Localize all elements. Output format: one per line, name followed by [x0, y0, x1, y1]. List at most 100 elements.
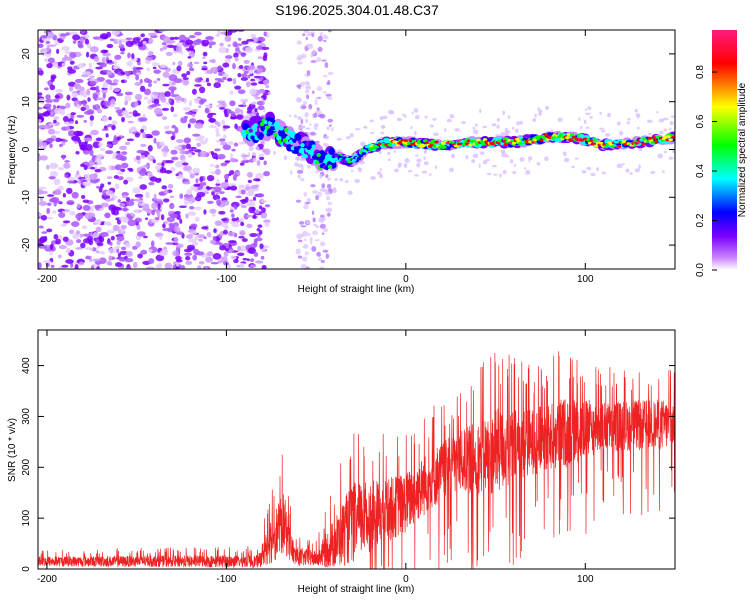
noise-blob	[155, 254, 165, 262]
signal-mark	[403, 139, 409, 143]
noise-blob	[165, 242, 175, 245]
signal-mark	[508, 141, 514, 145]
noise-blob	[295, 199, 302, 203]
noise-blob	[224, 178, 229, 183]
noise-blob	[50, 264, 55, 269]
signal-mark	[282, 138, 287, 143]
noise-blob	[178, 205, 187, 209]
noise-blob	[125, 266, 132, 269]
noise-blob	[43, 260, 52, 264]
noise-blob	[62, 236, 69, 242]
noise-blob	[164, 170, 173, 174]
signal-mark	[277, 139, 283, 144]
noise-blob	[179, 193, 184, 199]
noise-blob	[145, 266, 155, 269]
noise-blob	[586, 166, 592, 171]
signal-mark	[255, 131, 260, 136]
noise-blob	[354, 128, 361, 131]
noise-blob	[244, 196, 249, 203]
noise-blob	[170, 135, 175, 141]
noise-blob	[55, 89, 63, 93]
noise-blob	[184, 199, 188, 207]
noise-blob	[606, 112, 612, 118]
noise-blob	[250, 33, 257, 38]
noise-blob	[116, 219, 121, 225]
noise-blob	[147, 79, 153, 84]
noise-blob	[94, 165, 98, 169]
signal-mark	[251, 126, 257, 131]
noise-blob	[82, 233, 91, 237]
noise-blob	[506, 130, 511, 134]
noise-blob	[625, 168, 630, 173]
noise-blob	[176, 243, 184, 248]
noise-blob	[512, 170, 517, 175]
noise-blob	[121, 116, 126, 123]
noise-blob	[259, 199, 268, 203]
noise-blob	[414, 114, 420, 120]
noise-blob	[596, 167, 600, 172]
noise-blob	[38, 189, 44, 195]
noise-blob	[84, 212, 93, 220]
noise-blob	[229, 185, 238, 191]
noise-blob	[66, 94, 71, 101]
noise-blob	[38, 125, 44, 129]
noise-blob	[240, 98, 245, 103]
noise-blob	[45, 40, 51, 44]
noise-blob	[289, 170, 293, 175]
noise-blob	[134, 133, 140, 138]
noise-blob	[312, 230, 318, 236]
noise-blob	[237, 252, 245, 257]
noise-blob	[229, 30, 238, 33]
noise-blob	[306, 197, 311, 204]
noise-blob	[210, 261, 220, 265]
noise-blob	[247, 74, 251, 79]
noise-blob	[243, 70, 249, 74]
noise-blob	[171, 213, 178, 219]
noise-blob	[245, 81, 251, 88]
noise-blob	[295, 156, 299, 161]
signal-mark	[361, 152, 367, 156]
noise-blob	[127, 219, 137, 227]
noise-blob	[87, 97, 91, 102]
noise-blob	[256, 45, 263, 50]
noise-blob	[223, 108, 228, 116]
noise-blob	[253, 251, 259, 258]
noise-blob	[233, 205, 237, 209]
noise-blob	[585, 112, 591, 116]
noise-blob	[326, 126, 330, 131]
noise-blob	[136, 149, 146, 154]
noise-blob	[209, 164, 215, 167]
noise-blob	[45, 94, 51, 100]
noise-blob	[165, 125, 170, 129]
noise-blob	[100, 232, 109, 238]
noise-blob	[46, 31, 55, 39]
noise-blob	[479, 108, 482, 114]
noise-blob	[95, 97, 105, 101]
noise-blob	[170, 149, 178, 155]
noise-blob	[155, 264, 161, 269]
noise-blob	[159, 47, 164, 52]
noise-blob	[46, 63, 53, 69]
noise-blob	[635, 113, 641, 117]
signal-mark	[250, 135, 255, 140]
snr-line	[38, 351, 675, 569]
noise-blob	[326, 183, 332, 189]
noise-blob	[111, 206, 120, 211]
noise-blob	[336, 137, 342, 141]
noise-blob	[127, 52, 131, 59]
signal-mark	[242, 132, 247, 137]
noise-blob	[94, 161, 98, 165]
noise-blob	[169, 202, 175, 210]
noise-blob	[202, 51, 208, 57]
noise-blob	[189, 173, 195, 179]
noise-blob	[101, 117, 109, 122]
noise-blob	[354, 178, 361, 184]
noise-blob	[110, 235, 115, 241]
noise-blob	[125, 200, 135, 207]
noise-blob	[321, 183, 326, 189]
noise-blob	[413, 108, 419, 113]
noise-blob	[135, 74, 140, 81]
noise-blob	[177, 60, 183, 67]
noise-blob	[81, 225, 88, 230]
noise-blob	[360, 141, 366, 147]
